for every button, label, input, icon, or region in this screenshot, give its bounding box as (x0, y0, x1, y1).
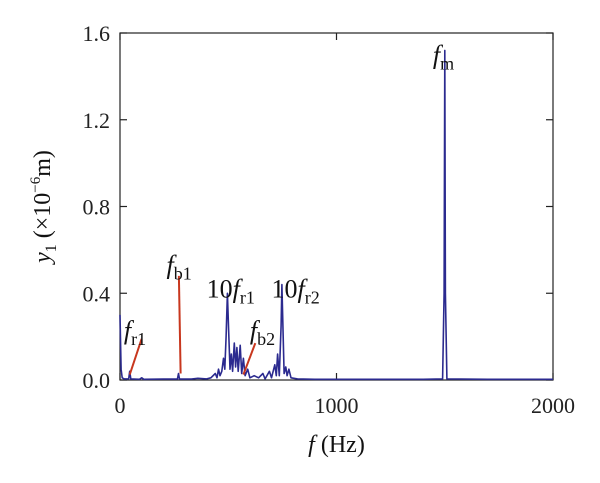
plot-border (119, 32, 554, 381)
annotation-pointer (242, 342, 257, 375)
pointer-group (128, 275, 257, 375)
axis-titles: f (Hz) y1(×10−6m) (28, 150, 365, 458)
y-tick-label: 0.0 (83, 368, 111, 393)
annotation-group: fm fr1 fb1 10fr1 fb2 10fr2 (124, 40, 454, 348)
peak-label-m: fm (433, 40, 454, 73)
annotation-pointer (128, 338, 143, 375)
peak-label-r1: fr1 (124, 316, 146, 349)
peak-label-r2: 10fr2 (272, 275, 320, 308)
y-tick-label: 1.2 (83, 108, 111, 133)
y-axis-title: y1(×10−6m) (28, 150, 60, 265)
spectrum-line (119, 49, 553, 381)
y-tick-label: 1.6 (83, 21, 111, 46)
x-tick-label: 2000 (531, 393, 575, 418)
x-axis-title: f (Hz) (308, 432, 365, 458)
x-tick-label: 0 (115, 393, 126, 418)
series-group (119, 49, 553, 381)
x-tick-label: 1000 (315, 393, 359, 418)
peak-label-b1: fb1 (167, 251, 192, 284)
plot-frame (119, 32, 554, 381)
axis-ticks: 0 1000 2000 0.0 0.4 0.8 1.2 1.6 (83, 21, 576, 418)
peak-label-b2: fb2 (250, 316, 275, 349)
y-tick-label: 0.8 (83, 195, 111, 220)
y-tick-label: 0.4 (83, 281, 111, 306)
peak-label-r1: 10fr1 (207, 275, 255, 308)
annotation-pointer (177, 275, 182, 374)
